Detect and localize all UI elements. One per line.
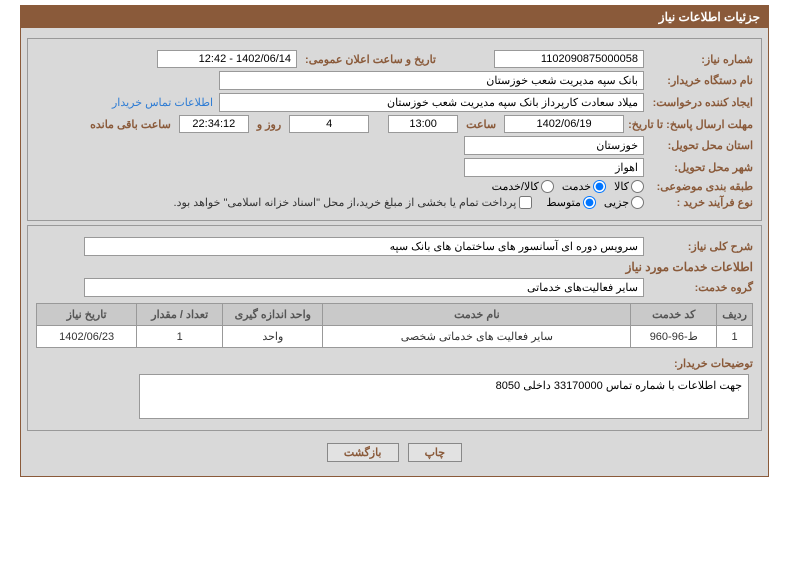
- buyer-notes-label: توضیحات خریدار:: [648, 354, 753, 370]
- contact-link[interactable]: اطلاعات تماس خریدار: [112, 96, 213, 109]
- classification-option-label: کالا/خدمت: [492, 180, 539, 193]
- buyer-org-label: نام دستگاه خریدار:: [648, 74, 753, 87]
- classification-option-label: کالا: [614, 180, 629, 193]
- classification-radio[interactable]: [593, 180, 606, 193]
- remaining-suffix: ساعت باقی مانده: [86, 118, 175, 131]
- classification-option[interactable]: خدمت: [562, 180, 606, 193]
- need-desc-value: سرویس دوره ای آسانسور های ساختمان های با…: [84, 237, 644, 256]
- table-header: نام خدمت: [323, 304, 631, 326]
- table-cell: 1: [137, 326, 223, 348]
- process-type-option-label: متوسط: [546, 196, 581, 209]
- process-type-option[interactable]: جزیی: [604, 196, 644, 209]
- process-type-option-label: جزیی: [604, 196, 629, 209]
- services-table: ردیفکد خدمتنام خدمتواحد اندازه گیریتعداد…: [36, 303, 753, 348]
- table-header: کد خدمت: [631, 304, 717, 326]
- city-value: اهواز: [464, 158, 644, 177]
- classification-radios: کالا خدمت کالا/خدمت: [492, 180, 644, 193]
- requester-label: ایجاد کننده درخواست:: [648, 96, 753, 109]
- deadline-time: 13:00: [388, 115, 458, 133]
- services-info-title: اطلاعات خدمات مورد نیاز: [36, 260, 753, 274]
- table-cell: 1: [717, 326, 753, 348]
- deadline-date: 1402/06/19: [504, 115, 624, 133]
- header-fieldset: شماره نیاز: 1102090875000058 تاریخ و ساع…: [27, 38, 762, 221]
- city-label: شهر محل تحویل:: [648, 161, 753, 174]
- process-type-option[interactable]: متوسط: [546, 196, 596, 209]
- classification-label: طبقه بندی موضوعی:: [648, 180, 753, 193]
- classification-option-label: خدمت: [562, 180, 591, 193]
- classification-option[interactable]: کالا: [614, 180, 644, 193]
- table-header: ردیف: [717, 304, 753, 326]
- footer-buttons: چاپ بازگشت: [27, 435, 762, 470]
- service-group-label: گروه خدمت:: [648, 281, 753, 294]
- announce-date-label: تاریخ و ساعت اعلان عمومی:: [301, 53, 440, 66]
- need-number-label: شماره نیاز:: [648, 53, 753, 66]
- table-header: تعداد / مقدار: [137, 304, 223, 326]
- table-cell: 1402/06/23: [37, 326, 137, 348]
- process-type-radio[interactable]: [631, 196, 644, 209]
- table-cell: سایر فعالیت های خدماتی شخصی: [323, 326, 631, 348]
- province-label: استان محل تحویل:: [648, 139, 753, 152]
- need-desc-label: شرح کلی نیاز:: [648, 240, 753, 253]
- buyer-org-value: بانک سپه مدیریت شعب خوزستان: [219, 71, 644, 90]
- table-row: 1ط-96-960سایر فعالیت های خدماتی شخصیواحد…: [37, 326, 753, 348]
- main-panel: جزئیات اطلاعات نیاز شماره نیاز: 11020908…: [20, 5, 769, 477]
- process-type-label: نوع فرآیند خرید :: [648, 196, 753, 209]
- panel-content: شماره نیاز: 1102090875000058 تاریخ و ساع…: [21, 28, 768, 476]
- table-cell: ط-96-960: [631, 326, 717, 348]
- process-type-radio[interactable]: [583, 196, 596, 209]
- service-group-value: سایر فعالیت‌های خدماتی: [84, 278, 644, 297]
- days-label: روز و: [253, 118, 285, 131]
- remaining-days: 4: [289, 115, 369, 133]
- classification-option[interactable]: کالا/خدمت: [492, 180, 554, 193]
- buyer-notes-value: جهت اطلاعات با شماره تماس 33170000 داخلی…: [139, 374, 749, 419]
- deadline-label: مهلت ارسال پاسخ: تا تاریخ:: [628, 118, 753, 131]
- table-header: واحد اندازه گیری: [223, 304, 323, 326]
- description-fieldset: شرح کلی نیاز: سرویس دوره ای آسانسور های …: [27, 225, 762, 431]
- treasury-checkbox-wrapper[interactable]: پرداخت تمام یا بخشی از مبلغ خرید،از محل …: [174, 196, 533, 209]
- treasury-checkbox[interactable]: [519, 196, 532, 209]
- table-header: تاریخ نیاز: [37, 304, 137, 326]
- table-cell: واحد: [223, 326, 323, 348]
- panel-title: جزئیات اطلاعات نیاز: [21, 6, 768, 28]
- announce-date-value: 1402/06/14 - 12:42: [157, 50, 297, 68]
- time-label: ساعت: [462, 118, 500, 131]
- back-button[interactable]: بازگشت: [327, 443, 399, 462]
- remaining-clock: 22:34:12: [179, 115, 249, 133]
- classification-radio[interactable]: [631, 180, 644, 193]
- process-type-radios: جزیی متوسط: [546, 196, 644, 209]
- treasury-checkbox-label: پرداخت تمام یا بخشی از مبلغ خرید،از محل …: [174, 196, 517, 209]
- classification-radio[interactable]: [541, 180, 554, 193]
- need-number-value: 1102090875000058: [494, 50, 644, 68]
- requester-value: میلاد سعادت کارپرداز بانک سپه مدیریت شعب…: [219, 93, 644, 112]
- print-button[interactable]: چاپ: [408, 443, 463, 462]
- province-value: خوزستان: [464, 136, 644, 155]
